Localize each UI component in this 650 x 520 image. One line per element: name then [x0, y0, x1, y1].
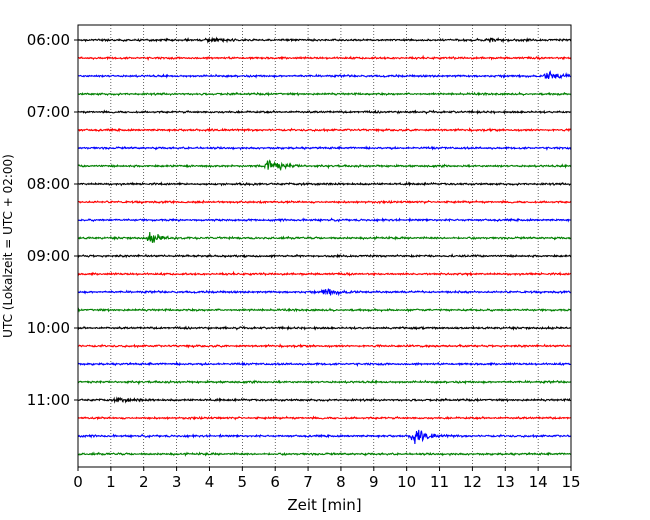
- trace-0845: [77, 231, 572, 243]
- y-tick-label: 09:00: [27, 247, 70, 265]
- plot-frame: [77, 24, 572, 468]
- x-tick-label: 3: [172, 473, 182, 491]
- x-tick-label: 12: [463, 473, 482, 491]
- trace-0800: [77, 181, 572, 187]
- x-axis-label: Zeit [min]: [287, 496, 361, 514]
- trace-1000: [77, 325, 572, 331]
- x-tick-label: 10: [397, 473, 416, 491]
- x-tick-label: 0: [73, 473, 83, 491]
- x-tick-label: 7: [303, 473, 313, 491]
- y-tick-label: 10:00: [27, 319, 70, 337]
- x-tick-label: 2: [139, 473, 149, 491]
- trace-0745: [77, 159, 572, 171]
- x-axis-ticks: 0 1 2 3 4 5 6 7 8 9 10 11 12 13 14 15: [73, 467, 581, 491]
- trace-1145: [77, 451, 572, 457]
- x-tick-label: 6: [270, 473, 280, 491]
- trace-1130: [77, 429, 572, 445]
- y-tick-label: 07:00: [27, 103, 70, 121]
- trace-0915: [77, 270, 572, 277]
- trace-1045: [77, 379, 572, 386]
- trace-0630: [77, 70, 572, 80]
- x-tick-label: 15: [561, 473, 580, 491]
- x-tick-label: 5: [238, 473, 248, 491]
- trace-0730: [77, 145, 572, 151]
- trace-0945: [77, 307, 572, 313]
- x-tick-label: 14: [529, 473, 548, 491]
- x-tick-label: 8: [336, 473, 346, 491]
- trace-0700: [77, 109, 572, 115]
- trace-1015: [77, 343, 572, 349]
- trace-0645: [77, 91, 572, 97]
- trace-0830: [77, 217, 572, 223]
- x-tick-label: 1: [106, 473, 116, 491]
- trace-0715: [77, 127, 572, 133]
- x-tick-label: 4: [205, 473, 215, 491]
- x-tick-label: 11: [430, 473, 449, 491]
- trace-1100: [77, 396, 572, 404]
- seismic-traces: [77, 36, 572, 457]
- y-axis-label: UTC (Lokalzeit = UTC + 02:00): [1, 154, 15, 338]
- trace-0815: [77, 199, 572, 205]
- x-tick-label: 9: [369, 473, 379, 491]
- y-tick-label: 08:00: [27, 175, 70, 193]
- trace-0600: [77, 36, 572, 44]
- trace-1115: [77, 415, 572, 421]
- x-tick-label: 13: [496, 473, 515, 491]
- trace-0900: [77, 253, 572, 259]
- trace-1030: [77, 361, 572, 367]
- trace-0930: [77, 287, 572, 297]
- y-axis-ticks: 06:00 07:00 08:00 09:00 10:00 11:00: [27, 31, 78, 409]
- trace-0615: [77, 54, 572, 61]
- y-tick-label: 06:00: [27, 31, 70, 49]
- y-tick-label: 11:00: [27, 391, 70, 409]
